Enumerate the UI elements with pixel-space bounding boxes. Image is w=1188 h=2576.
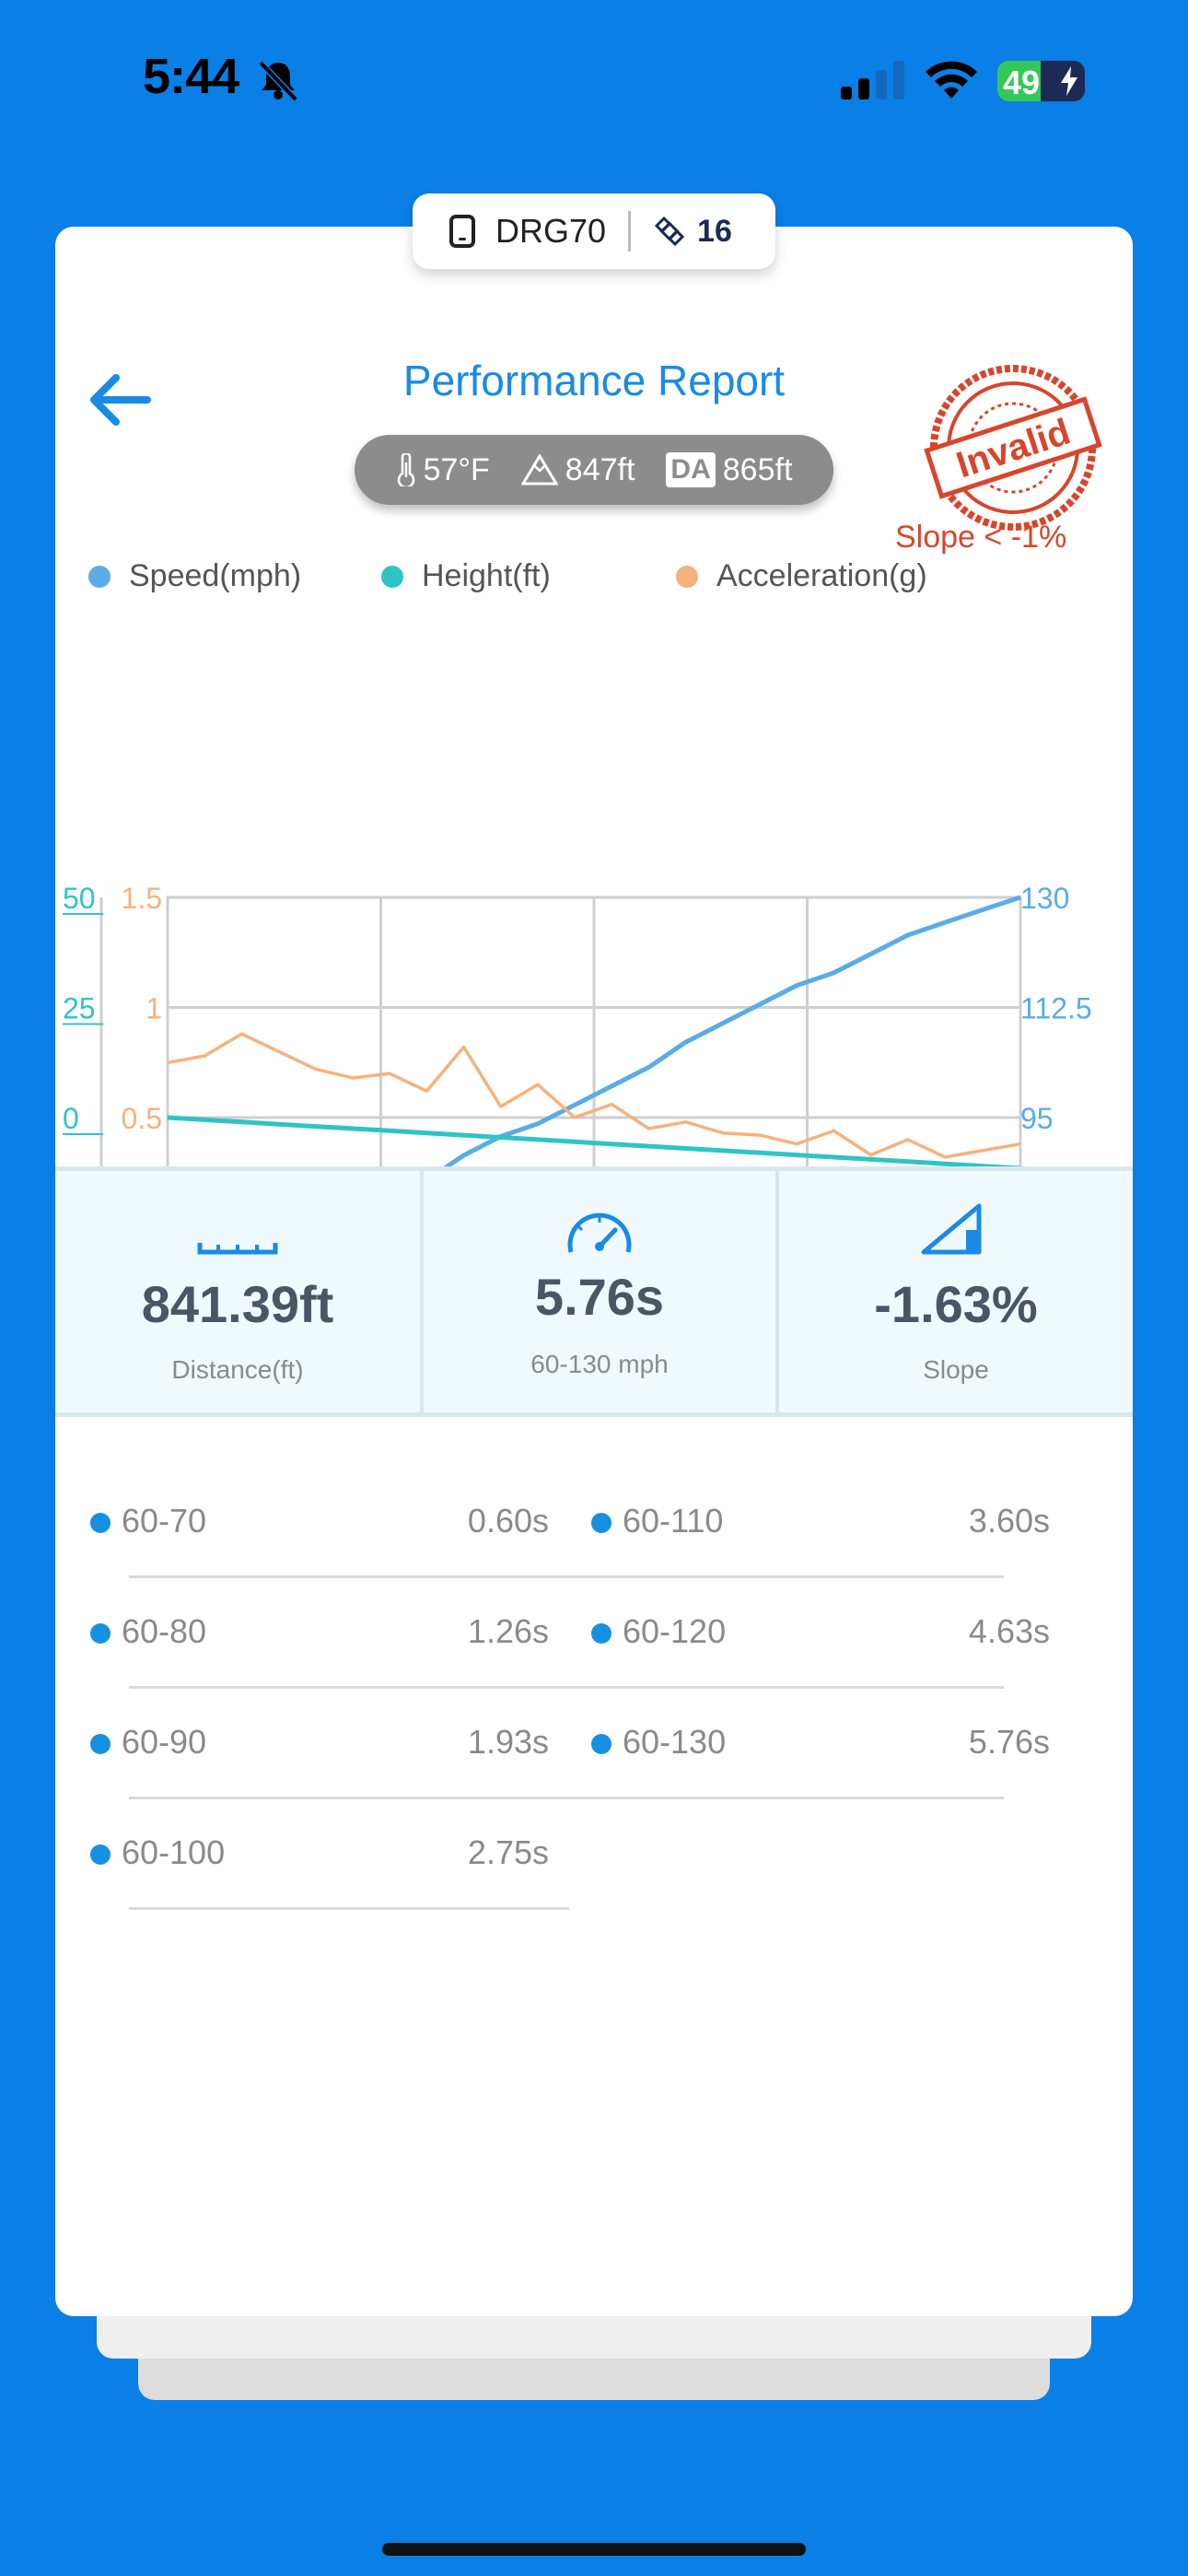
altitude-value: 847ft (565, 451, 635, 487)
split-range: 60-80 (122, 1612, 207, 1650)
split-range: 60-120 (623, 1612, 727, 1650)
split-time-item: 60-130 5.76s (564, 1710, 1050, 1821)
split-bullet (591, 1513, 611, 1533)
split-time: 4.63s (968, 1612, 1050, 1650)
battery-percent: 49 (1003, 64, 1041, 101)
battery-level-fill (997, 61, 1041, 101)
split-time: 1.93s (467, 1723, 549, 1761)
split-divider (564, 1797, 1004, 1799)
legend-height: Height(ft) (381, 558, 676, 594)
split-range: 60-130 (623, 1723, 727, 1761)
conditions-pill: 57°F 847ft DA 865ft (355, 435, 833, 505)
back-arrow-icon[interactable] (83, 363, 157, 437)
split-divider (129, 1797, 569, 1799)
da-label: DA (666, 452, 716, 487)
invalid-stamp: Invalid (924, 365, 1102, 531)
split-divider (564, 1686, 1004, 1689)
wifi-icon (926, 61, 977, 99)
legend-label: Height(ft) (422, 558, 551, 593)
slope-warning: Slope < -1% (895, 520, 1067, 555)
speed-axis-tick: 95 (1020, 1102, 1054, 1135)
split-bullet (591, 1623, 611, 1644)
charging-bolt-icon (1061, 66, 1077, 96)
temperature-value: 57°F (423, 451, 490, 487)
legend-label: Acceleration(g) (716, 558, 927, 593)
density-altitude-reading: DA 865ft (666, 452, 792, 488)
stats-panel: 841.39ft Distance(ft) 5.76s 60-130 mph -… (55, 1166, 1133, 1417)
split-bullet (90, 1734, 111, 1754)
pill-divider (628, 211, 632, 252)
split-time: 3.60s (968, 1502, 1050, 1540)
acceleration-axis-tick: 1.5 (122, 882, 162, 915)
legend-speed: Speed(mph) (88, 558, 381, 594)
split-time: 2.75s (467, 1833, 549, 1871)
acceleration-axis-tick: 1 (146, 992, 162, 1025)
stat-slope: -1.63% Slope (775, 1171, 1133, 1412)
slope-label: Slope (923, 1355, 989, 1384)
split-time-item: 60-100 2.75s (90, 1821, 569, 1931)
status-time: 5:44 (143, 49, 239, 104)
height-axis-tick: 25 (63, 992, 96, 1025)
split-bullet (90, 1844, 111, 1865)
split-divider (129, 1686, 569, 1689)
performance-report-card: Performance Report 57°F 847ft DA 865ft (55, 227, 1133, 2316)
device-name: DRG70 (495, 212, 607, 250)
mountain-icon (520, 454, 558, 486)
page-title: Performance Report (402, 357, 786, 404)
split-range: 60-70 (122, 1502, 207, 1540)
stat-distance: 841.39ft Distance(ft) (55, 1171, 420, 1412)
bell-slash-icon (258, 60, 298, 102)
series-line-height (167, 1115, 1021, 1171)
altitude-reading: 847ft (520, 451, 635, 488)
split-time: 0.60s (467, 1502, 549, 1540)
elapsed-time-value: 5.76s (534, 1268, 665, 1326)
slope-icon (921, 1203, 982, 1255)
device-status-pill[interactable]: DRG70 16 (413, 193, 775, 269)
cellular-signal-icon (841, 61, 904, 100)
legend-dot (88, 565, 111, 588)
speed-range-label: 60-130 mph (530, 1350, 669, 1378)
legend-acceleration: Acceleration(g) (676, 558, 927, 594)
split-range: 60-100 (122, 1833, 226, 1871)
split-range: 60-90 (122, 1723, 207, 1761)
split-time-item: 60-120 4.63s (564, 1599, 1050, 1710)
chart-legend: Speed(mph) Height(ft) Acceleration(g) (88, 558, 927, 594)
stat-elapsed-time: 5.76s 60-130 mph (420, 1171, 775, 1412)
split-divider (129, 1575, 569, 1578)
split-divider (564, 1575, 1004, 1578)
split-time: 1.26s (467, 1612, 549, 1650)
distance-value: 841.39ft (141, 1275, 334, 1333)
split-time-item: 60-90 1.93s (90, 1710, 569, 1821)
home-indicator[interactable] (382, 2543, 806, 2556)
split-time-item: 60-80 1.26s (90, 1599, 569, 1710)
height-axis-tick: 0 (63, 1102, 79, 1135)
split-time-item: 60-110 3.60s (564, 1489, 1050, 1599)
thermometer-icon (397, 453, 414, 486)
split-range: 60-110 (623, 1502, 724, 1540)
battery-indicator: 49 (997, 61, 1085, 101)
split-bullet (90, 1513, 111, 1533)
speed-axis-tick: 112.5 (1020, 992, 1092, 1025)
legend-label: Speed(mph) (129, 558, 302, 593)
ruler-icon (197, 1243, 278, 1255)
device-icon (449, 215, 475, 248)
split-bullet (591, 1734, 611, 1754)
speedometer-icon (567, 1212, 632, 1253)
legend-dot (381, 565, 403, 588)
split-bullet (90, 1623, 111, 1644)
speed-axis-tick: 130 (1020, 882, 1069, 915)
slope-value: -1.63% (874, 1275, 1038, 1333)
acceleration-axis-tick: 0.5 (122, 1102, 162, 1135)
satellite-count: 16 (697, 213, 732, 249)
satellite-icon (654, 216, 685, 247)
split-divider (129, 1907, 569, 1910)
height-axis-tick: 50 (63, 882, 96, 915)
distance-label: Distance(ft) (171, 1355, 304, 1384)
temperature-reading: 57°F (396, 452, 490, 488)
split-time-item: 60-70 0.60s (90, 1489, 569, 1599)
series-line-acceleration (167, 1032, 1021, 1159)
legend-dot (676, 565, 698, 588)
density-altitude-value: 865ft (722, 451, 793, 487)
split-time: 5.76s (968, 1723, 1050, 1761)
